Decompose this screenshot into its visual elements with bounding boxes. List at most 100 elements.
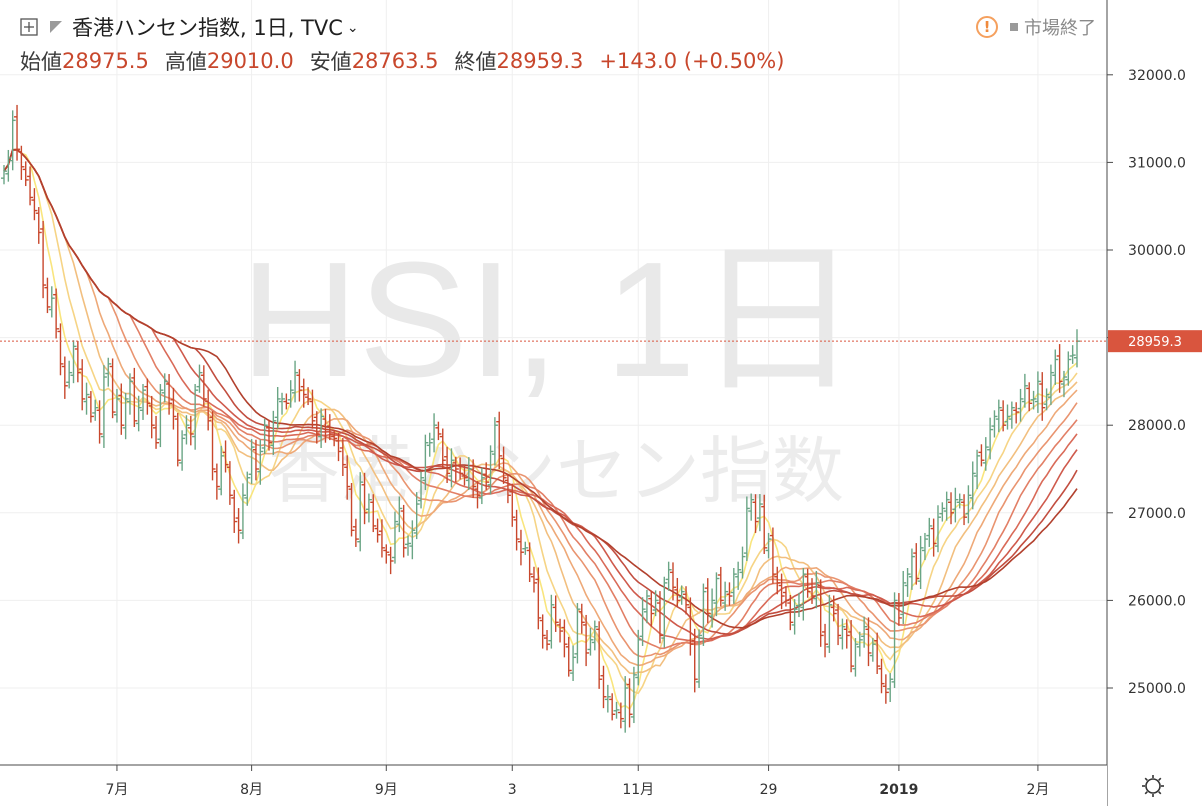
price-bar [609, 693, 616, 721]
price-bar [626, 678, 633, 728]
price-bar [557, 618, 564, 643]
low-value: 28763.5 [351, 49, 439, 73]
price-bar [14, 104, 21, 161]
price-bar [305, 387, 312, 406]
price-tick-label: 32000.0 [1128, 68, 1186, 84]
price-bar [530, 566, 537, 593]
low-label: 安値 [309, 50, 352, 74]
price-bar [461, 466, 468, 486]
price-tick-label: 30000.0 [1128, 243, 1186, 259]
price-bar [895, 593, 902, 626]
price-bar [100, 365, 107, 448]
ma-line-20 [3, 148, 1078, 667]
price-bar [491, 417, 498, 466]
price-bar [435, 421, 442, 441]
price-bar [852, 638, 859, 677]
price-bar [126, 373, 133, 415]
settings-gear-icon[interactable] [1142, 775, 1164, 797]
price-bar [565, 636, 572, 677]
price-bar [261, 419, 268, 455]
price-bar [135, 395, 142, 432]
price-bar [222, 440, 229, 473]
price-bar [418, 471, 425, 509]
plus-square-icon[interactable] [20, 18, 38, 36]
price-bar [166, 374, 173, 415]
price-bar [1043, 388, 1050, 411]
price-bar [192, 384, 199, 450]
time-tick-label: 3 [508, 782, 517, 798]
price-bar [1004, 404, 1011, 430]
price-bar [765, 532, 772, 559]
ma-line-50 [3, 148, 1078, 629]
price-bar [470, 459, 477, 498]
price-bar [830, 595, 837, 622]
price-bar [1026, 382, 1033, 412]
price-bar [987, 417, 994, 460]
price-bar [478, 467, 485, 505]
close-value: 28959.3 [496, 49, 584, 73]
price-bar [748, 493, 755, 521]
price-bar [9, 110, 16, 171]
price-bar [257, 439, 264, 485]
price-bar [465, 457, 472, 491]
price-bar [739, 546, 746, 579]
price-bar [856, 631, 863, 657]
price-bar [226, 461, 233, 505]
price-bar [413, 492, 420, 540]
price-bar [904, 567, 911, 597]
price-bar [339, 437, 346, 477]
price-bar [735, 561, 742, 590]
price-bar [439, 428, 446, 469]
price-bar [669, 562, 676, 601]
price-bar [270, 410, 277, 455]
price-bar [578, 603, 585, 634]
price-bar [717, 566, 724, 607]
price-bar [170, 387, 177, 430]
open-value: 28975.5 [62, 49, 149, 73]
price-bar [722, 581, 729, 611]
price-tick-label: 27000.0 [1128, 506, 1186, 522]
price-bar [513, 509, 520, 551]
price-bar [244, 471, 251, 506]
price-bar [474, 481, 481, 509]
price-bar [5, 149, 12, 182]
price-bar [969, 461, 976, 510]
price-bar [66, 360, 73, 389]
price-bar [865, 617, 872, 667]
high-value: 29010.0 [206, 49, 294, 73]
price-bar [782, 586, 789, 607]
price-bar [122, 392, 129, 440]
price-bar [1021, 373, 1028, 408]
price-bar [600, 665, 607, 709]
price-bar [144, 378, 151, 415]
price-bar [869, 638, 876, 662]
price-bar [70, 340, 77, 384]
price-bar [1013, 402, 1020, 424]
price-bar [926, 517, 933, 547]
price-bar [40, 220, 47, 299]
price-bar [444, 446, 451, 484]
price-axis-bg [1107, 0, 1202, 806]
price-bar [891, 592, 898, 688]
price-bar [917, 535, 924, 590]
price-bar [196, 364, 203, 393]
price-bar [787, 594, 794, 631]
price-bar [1065, 351, 1072, 386]
price-bar [27, 166, 34, 206]
price-bar [118, 383, 125, 435]
chevron-down-icon[interactable]: ⌄ [346, 20, 359, 36]
price-bar [300, 378, 307, 408]
price-bar [848, 620, 855, 673]
symbol-title[interactable]: 香港ハンセン指数, 1日, TVC [72, 16, 343, 40]
price-bar [92, 399, 99, 421]
price-bar [665, 561, 672, 591]
warning-icon[interactable]: ! [976, 16, 998, 38]
flag-icon[interactable] [48, 19, 64, 35]
last-price-badge: 28959.3 [1108, 330, 1202, 353]
price-axis: 25000.026000.027000.028000.029000.030000… [1107, 68, 1186, 697]
price-bar [87, 391, 94, 423]
price-bar [908, 548, 915, 590]
price-bar [652, 590, 659, 617]
price-bar [1056, 344, 1063, 393]
